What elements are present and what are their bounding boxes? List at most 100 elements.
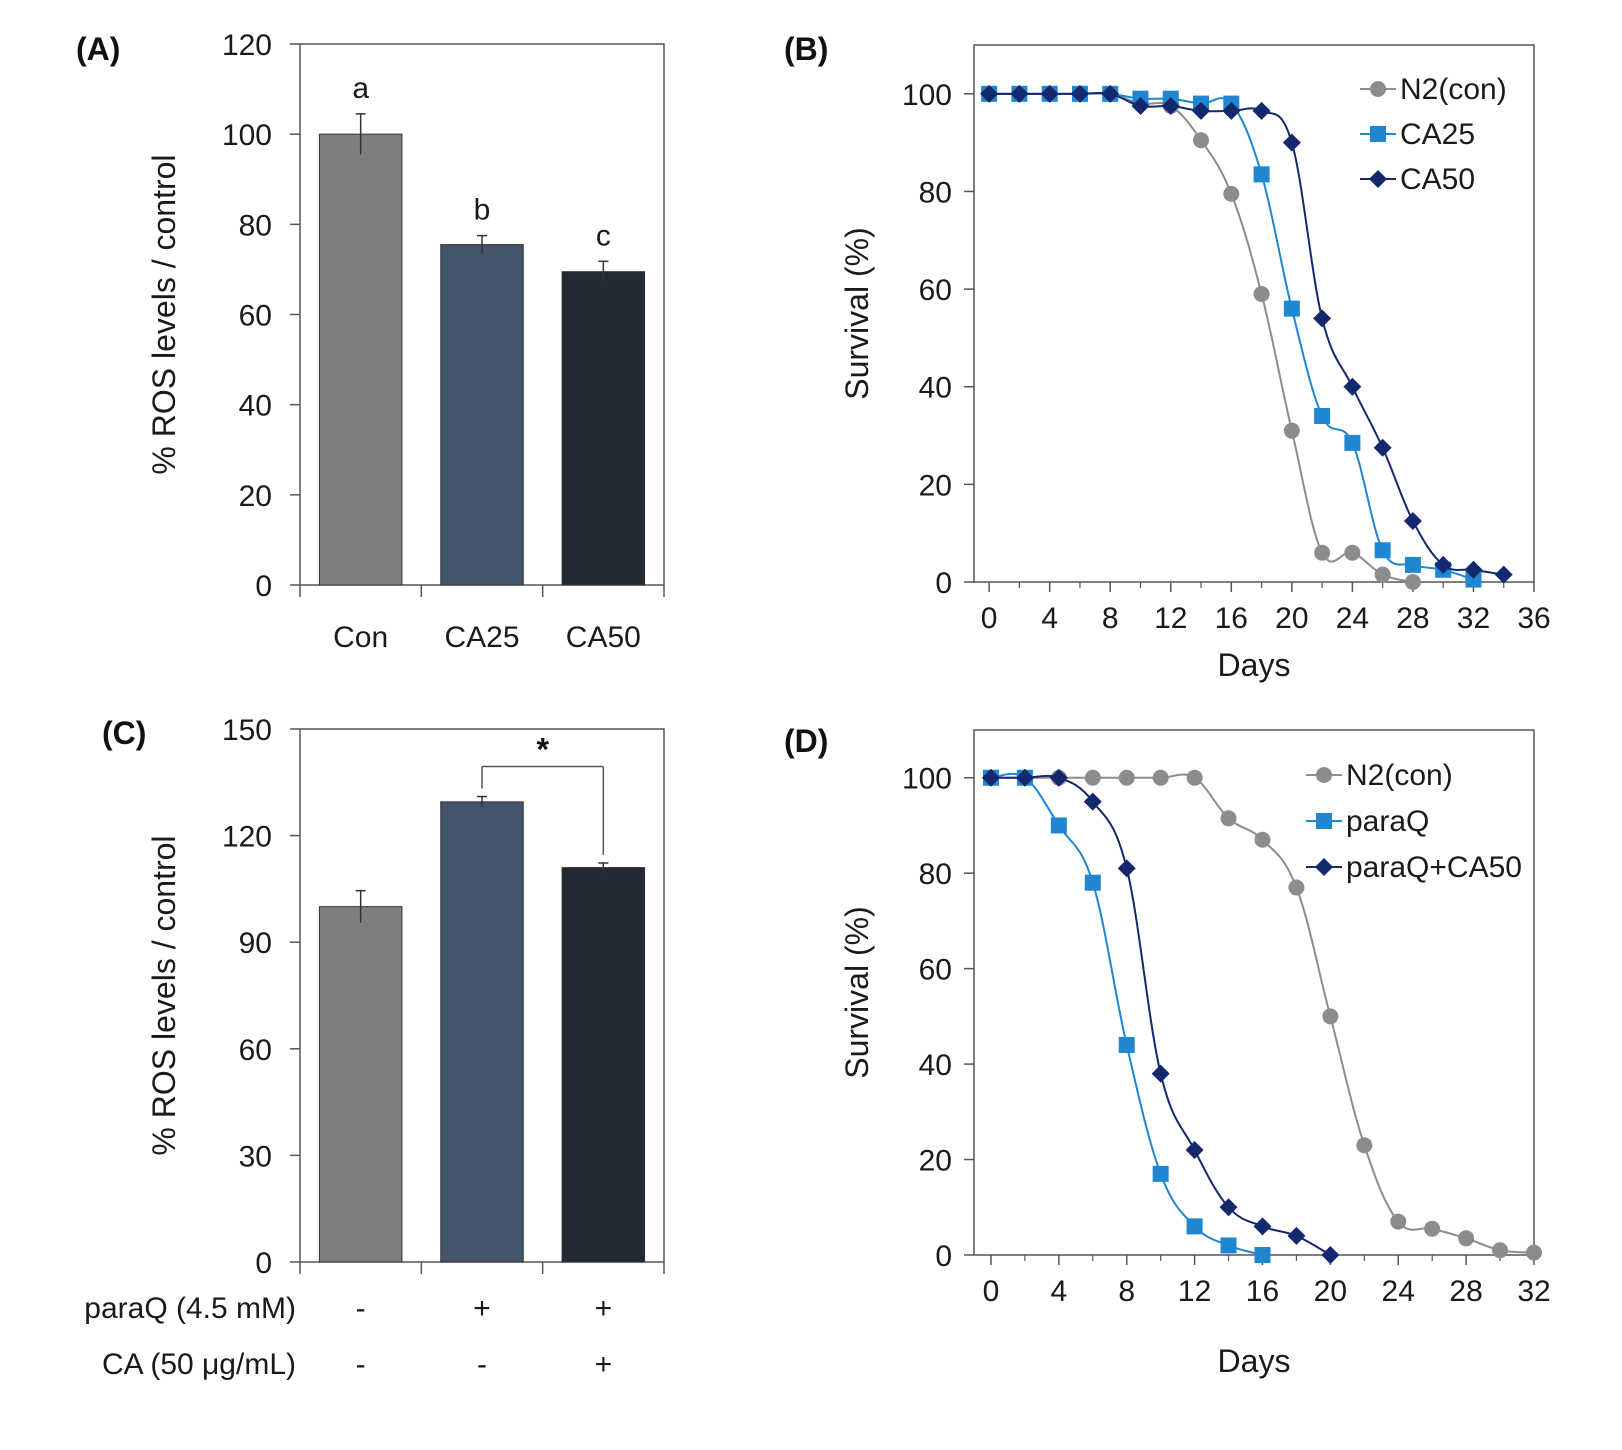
panel-label: (D) xyxy=(784,723,828,759)
legend-label: CA25 xyxy=(1400,118,1475,151)
point-square xyxy=(1465,571,1482,588)
point-circle xyxy=(1374,566,1391,583)
condition-value: + xyxy=(595,1292,613,1325)
point-diamond xyxy=(1313,309,1332,328)
point-square xyxy=(1186,1218,1203,1235)
x-axis-label: Days xyxy=(1218,1343,1291,1379)
point-square xyxy=(1314,408,1331,425)
point-square xyxy=(1404,556,1421,573)
x-tick-label: 0 xyxy=(983,1275,1000,1308)
point-diamond xyxy=(1464,560,1483,579)
y-tick-label: 0 xyxy=(935,567,952,600)
condition-value: - xyxy=(477,1348,487,1381)
point-circle xyxy=(1344,544,1361,561)
y-tick-label: 100 xyxy=(902,763,952,796)
x-tick-label: 32 xyxy=(1517,1275,1550,1308)
bar xyxy=(440,801,524,1263)
point-circle xyxy=(1390,1213,1407,1230)
point-square xyxy=(1374,542,1391,559)
point-circle xyxy=(1316,767,1332,783)
point-circle xyxy=(1458,1230,1475,1247)
point-circle xyxy=(1186,769,1203,786)
y-axis-label: Survival (%) xyxy=(839,227,875,399)
point-diamond xyxy=(1253,1217,1272,1236)
y-tick-label: 0 xyxy=(255,1247,272,1280)
point-circle xyxy=(1253,285,1270,302)
y-tick-label: 80 xyxy=(919,176,952,209)
point-square xyxy=(1118,1037,1135,1053)
y-tick-label: 120 xyxy=(222,29,272,62)
point-square xyxy=(1253,166,1270,183)
point-diamond xyxy=(1282,133,1301,152)
point-circle xyxy=(1322,1008,1339,1025)
significance-letter: a xyxy=(352,72,369,105)
y-axis-label: % ROS levels / control xyxy=(146,154,182,474)
x-tick-label: 16 xyxy=(1246,1275,1279,1308)
series-CA50 xyxy=(980,84,1513,584)
series-N2(con) xyxy=(982,769,1542,1261)
point-diamond xyxy=(1252,101,1271,120)
point-circle xyxy=(1118,769,1135,786)
y-tick-label: 100 xyxy=(222,119,272,152)
y-tick-label: 20 xyxy=(239,480,272,513)
point-diamond xyxy=(1015,768,1034,787)
series-CA25 xyxy=(981,85,1482,588)
y-tick-label: 20 xyxy=(919,1145,952,1178)
y-tick-label: 120 xyxy=(222,821,272,854)
point-circle xyxy=(1283,422,1300,439)
series-line xyxy=(990,774,1331,1256)
point-square xyxy=(1254,1247,1271,1263)
point-circle xyxy=(1526,1244,1542,1261)
panel-b: 0 20 40 60 80 100 0 4 8 12 16 20 24 28 32 36 Days Surviva… xyxy=(784,31,1551,683)
bar xyxy=(561,867,646,1263)
point-circle xyxy=(1492,1242,1509,1259)
y-tick-label: 60 xyxy=(919,954,952,987)
point-diamond xyxy=(1343,377,1362,396)
significance-letter: c xyxy=(596,219,611,252)
y-tick-label: 60 xyxy=(239,1034,272,1067)
point-square xyxy=(1344,434,1361,451)
y-tick-label: 60 xyxy=(919,274,952,307)
bar xyxy=(440,244,524,586)
point-diamond xyxy=(1494,565,1513,584)
point-circle xyxy=(1220,810,1237,827)
condition-value: - xyxy=(356,1292,366,1325)
point-diamond xyxy=(1287,1226,1306,1245)
point-diamond xyxy=(1161,97,1180,116)
x-tick-label: 24 xyxy=(1336,602,1369,635)
x-tick-label: 12 xyxy=(1178,1275,1211,1308)
plot-frame xyxy=(973,729,1535,1256)
x-tick-label: 28 xyxy=(1396,602,1429,635)
x-tick-label: 0 xyxy=(981,602,998,635)
x-axis-label: Days xyxy=(1218,647,1291,683)
x-tick-label: 36 xyxy=(1517,602,1550,635)
series-line xyxy=(990,772,1263,1256)
x-tick-label: 16 xyxy=(1215,602,1248,635)
significance-marker: * xyxy=(536,732,549,768)
point-circle xyxy=(1254,831,1271,848)
significance-letter: b xyxy=(474,194,491,227)
panel-label: (A) xyxy=(76,31,120,67)
point-square xyxy=(1084,874,1101,891)
point-circle xyxy=(1223,185,1240,202)
panel-label: (B) xyxy=(784,31,828,67)
x-tick-label: 20 xyxy=(1275,602,1308,635)
point-diamond xyxy=(1315,858,1333,876)
bar xyxy=(318,133,403,586)
panel-a: 0 20 40 60 80 100 120 a Con b CA25 c CA50 % ROS level… xyxy=(76,29,665,654)
x-tick-label: CA25 xyxy=(444,621,519,654)
point-diamond xyxy=(1321,1246,1340,1264)
y-tick-label: 0 xyxy=(935,1240,952,1273)
y-tick-label: 80 xyxy=(239,209,272,242)
point-diamond xyxy=(1369,170,1387,188)
x-tick-label: 32 xyxy=(1457,602,1490,635)
x-tick-label: 24 xyxy=(1382,1275,1415,1308)
condition-value: + xyxy=(473,1292,491,1325)
series-line xyxy=(989,92,1414,583)
y-tick-label: 60 xyxy=(239,300,272,333)
point-circle xyxy=(1356,1137,1373,1154)
point-circle xyxy=(1193,132,1210,149)
legend-label: N2(con) xyxy=(1400,73,1507,106)
point-diamond xyxy=(981,768,1000,787)
